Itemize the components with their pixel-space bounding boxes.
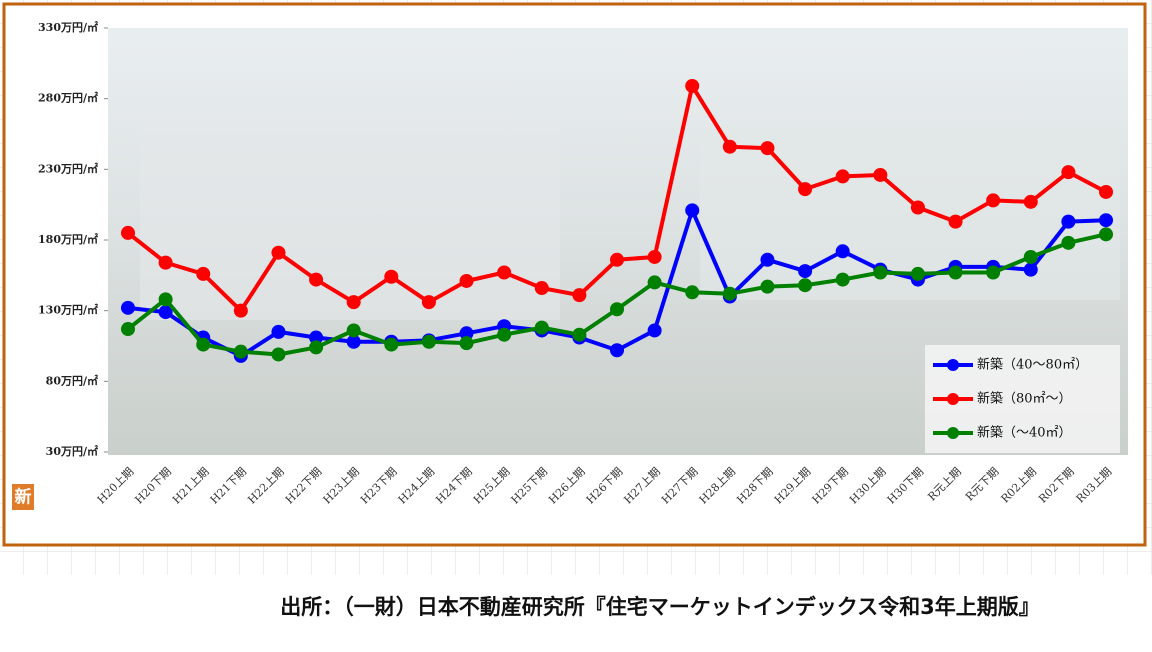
data-point (647, 275, 662, 290)
y-tick-label: 330万円/㎡ (38, 20, 98, 34)
data-point (873, 167, 888, 182)
building-backdrop (140, 120, 560, 320)
data-point (722, 286, 737, 301)
data-point (158, 292, 173, 307)
data-point (798, 278, 813, 293)
data-point (271, 324, 286, 339)
data-point (1061, 235, 1076, 250)
data-point (121, 225, 135, 240)
data-point (572, 327, 587, 342)
legend-marker (947, 393, 959, 405)
data-point (309, 272, 324, 287)
legend-marker (947, 427, 959, 439)
data-point (271, 347, 286, 362)
data-point (158, 305, 173, 320)
data-point (196, 266, 211, 281)
data-point (309, 340, 324, 355)
data-point (121, 322, 135, 337)
data-point (459, 336, 474, 351)
data-point (647, 249, 662, 264)
data-point (760, 279, 775, 294)
data-point (233, 344, 248, 359)
data-point (158, 255, 173, 270)
data-point (948, 265, 963, 280)
y-tick-label: 230万円/㎡ (38, 161, 98, 175)
data-point (835, 272, 850, 287)
data-point (986, 193, 1001, 208)
data-point (497, 265, 512, 280)
y-tick-label: 280万円/㎡ (38, 91, 98, 105)
data-point (1061, 165, 1076, 180)
data-point (421, 295, 436, 310)
data-point (685, 78, 700, 93)
data-point (1023, 194, 1038, 209)
badge-box (12, 484, 34, 510)
legend-label: 新築（40～80㎡） (977, 357, 1088, 373)
data-point (910, 200, 925, 215)
data-point (384, 269, 399, 284)
data-point (1023, 262, 1038, 277)
data-point (534, 281, 549, 296)
data-point (346, 295, 361, 310)
data-point (610, 302, 624, 317)
data-point (196, 337, 211, 352)
y-tick-label: 30万円/㎡ (46, 444, 98, 458)
data-point (121, 300, 135, 315)
legend-label: 新築（～40㎡） (977, 425, 1072, 441)
data-point (647, 323, 662, 338)
data-point (309, 330, 324, 345)
data-point (685, 285, 700, 300)
data-point (572, 288, 587, 303)
badge: 新 (15, 487, 32, 508)
data-point (1099, 227, 1113, 242)
data-point (835, 169, 850, 184)
data-point (497, 327, 512, 342)
legend-label: 新築（80㎡～） (977, 391, 1072, 407)
data-point (1099, 184, 1113, 199)
data-point (421, 334, 436, 349)
data-point (873, 265, 888, 280)
data-point (798, 182, 813, 197)
data-point (346, 323, 361, 338)
y-tick-label: 80万円/㎡ (46, 373, 98, 387)
data-point (760, 141, 775, 156)
data-point (610, 343, 624, 358)
data-point (459, 326, 474, 341)
data-point (534, 320, 549, 335)
data-point (835, 244, 850, 259)
data-point (722, 139, 737, 154)
data-point (910, 266, 925, 281)
source-note: 出所：（一財）日本不動産研究所『住宅マーケットインデックス令和3年上期版』 (280, 595, 1039, 619)
legend-marker (947, 359, 959, 371)
data-point (346, 334, 361, 349)
data-point (1023, 249, 1038, 264)
y-tick-label: 180万円/㎡ (38, 232, 98, 246)
data-point (798, 264, 813, 279)
data-point (271, 245, 286, 260)
data-point (948, 214, 963, 229)
data-point (1061, 214, 1076, 229)
data-point (986, 265, 1001, 280)
y-tick-label: 130万円/㎡ (38, 303, 98, 317)
data-point (233, 303, 248, 318)
data-point (459, 273, 474, 288)
data-point (1099, 213, 1113, 228)
data-point (384, 337, 399, 352)
data-point (685, 203, 700, 218)
data-point (760, 252, 775, 267)
data-point (610, 252, 624, 267)
